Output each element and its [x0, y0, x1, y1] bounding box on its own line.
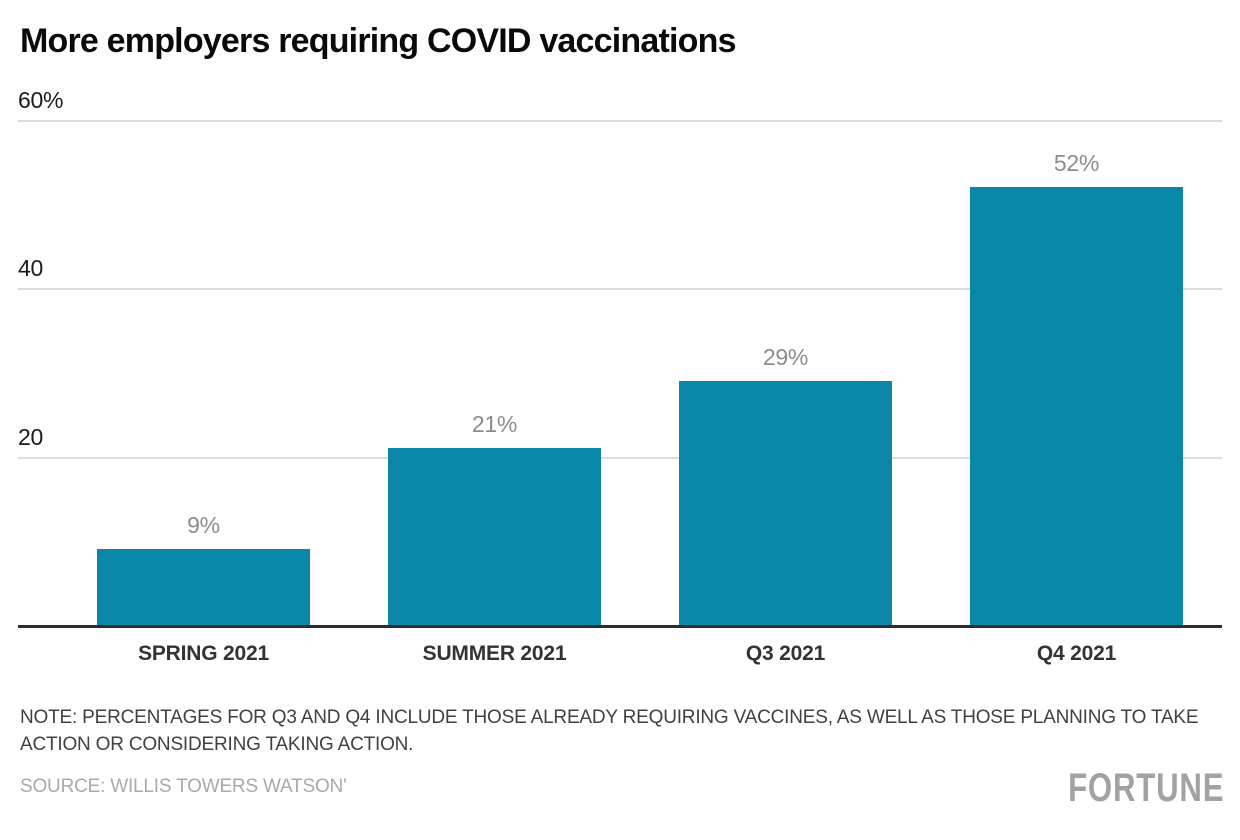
x-tick-label: SPRING 2021: [138, 642, 269, 665]
y-tick-label-20: 20: [18, 423, 43, 450]
x-tick-label: Q3 2021: [745, 642, 826, 665]
bar-group: 52%: [931, 120, 1222, 625]
gridline-60: [18, 120, 1222, 122]
gridline-20: [18, 456, 1222, 459]
fortune-logo: FORTUNE: [1067, 766, 1224, 810]
bars-row: 9% 21% 29% 52%: [58, 120, 1222, 625]
bar-spring-2021: [97, 549, 310, 625]
bar-q4-2021: [970, 187, 1183, 625]
plot-area: 60% 40 20 9% 21% 29% 52%: [18, 87, 1222, 628]
bar-group: 9%: [58, 120, 349, 625]
bar-q3-2021: [679, 380, 892, 625]
chart-note: NOTE: PERCENTAGES FOR Q3 AND Q4 INCLUDE …: [20, 707, 1199, 755]
chart-source: SOURCE: WILLIS TOWERS WATSON': [20, 776, 347, 797]
gridline-40: [18, 288, 1222, 291]
x-tick-label: SUMMER 2021: [422, 642, 567, 665]
bar-value-label: 9%: [187, 512, 220, 539]
chart-title: More employers requiring COVID vaccinati…: [20, 22, 737, 60]
bar-group: 21%: [349, 120, 640, 625]
bar-value-label: 21%: [471, 411, 518, 438]
x-axis-labels: SPRING 2021 SUMMER 2021 Q3 2021 Q4 2021: [58, 642, 1222, 666]
bar-group: 29%: [640, 120, 931, 625]
y-tick-label-60: 60%: [18, 87, 64, 113]
bar-summer-2021: [388, 448, 601, 625]
bar-value-label: 52%: [1053, 150, 1100, 177]
y-tick-label-40: 40: [18, 255, 43, 282]
bar-value-label: 29%: [762, 343, 809, 370]
x-tick-label: Q4 2021: [1036, 642, 1117, 665]
